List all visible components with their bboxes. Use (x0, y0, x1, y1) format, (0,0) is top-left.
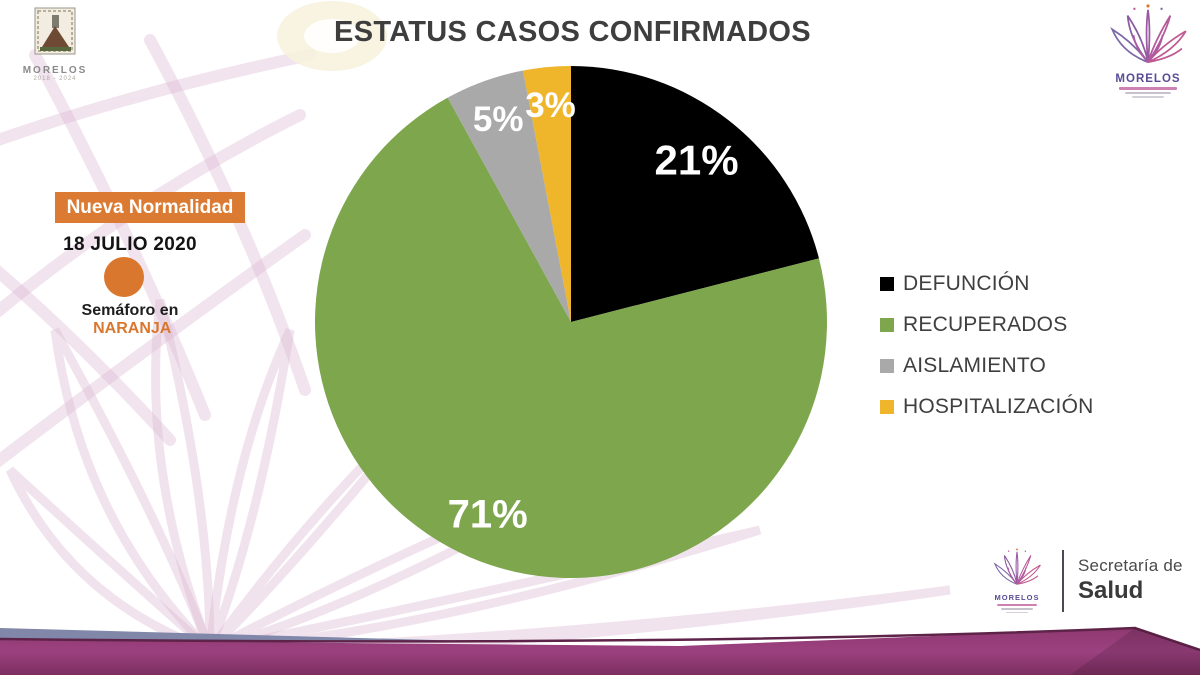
pie-slice-4 (523, 66, 571, 322)
logo-subtext-bar (1125, 92, 1171, 94)
left-logo-title: MORELOS (22, 65, 88, 76)
logo-subtext-bar (1001, 608, 1033, 610)
legend-item: HOSPITALIZACIÓN (880, 395, 1093, 419)
shield-icon (34, 7, 76, 55)
logo-subtext-bar (1132, 96, 1164, 98)
legend-label: HOSPITALIZACIÓN (903, 395, 1094, 418)
pie-slice-3 (447, 70, 571, 323)
pie-slice-2 (315, 97, 827, 579)
legend-item: RECUPERADOS (880, 313, 1093, 337)
legend-label: AISLAMIENTO (903, 354, 1047, 377)
legend-item: AISLAMIENTO (880, 354, 1093, 378)
pie-slice-1 (571, 66, 819, 322)
logo-subtext-bar (1119, 87, 1177, 90)
legend-swatch (880, 359, 894, 373)
legend-label: DEFUNCIÓN (903, 272, 1030, 295)
legend-swatch (880, 277, 894, 291)
secretaria-line1: Secretaría de (1078, 556, 1183, 575)
secretaria-line2: Salud (1078, 577, 1144, 604)
pie-slice-label: 5% (473, 100, 524, 139)
pie-slice-label: 21% (654, 137, 738, 184)
legend-label: RECUPERADOS (903, 313, 1068, 336)
pie-slice-label: 71% (448, 493, 528, 537)
logo-subtext-bar (997, 604, 1037, 606)
legend-item: DEFUNCIÓN (880, 272, 1093, 296)
semaforo-status: Semáforo en NARANJA (38, 302, 222, 338)
footer-lotus-logo: MORELOS (978, 547, 1056, 613)
lotus-icon (994, 547, 1041, 585)
secretaria-salud-mark: MORELOS Secretaría de Salud (978, 547, 1183, 613)
lotus-icon (1111, 3, 1187, 64)
footer-divider (1062, 549, 1064, 612)
pie-chart: 21% 71% 5% 3% (315, 66, 827, 579)
nueva-normalidad-badge: Nueva Normalidad (55, 192, 245, 223)
logo-subtext-bar (1006, 611, 1028, 613)
footer-logo-title: MORELOS (994, 593, 1040, 602)
morelos-shield-logo: MORELOS 2018 - 2024 (20, 6, 90, 82)
page-title: ESTATUS CASOS CONFIRMADOS (334, 16, 811, 48)
legend-swatch (880, 318, 894, 332)
legend-swatch (880, 400, 894, 414)
pie-slice-label: 3% (525, 86, 576, 125)
semaforo-prefix: Semáforo en (81, 302, 179, 319)
report-date: 18 JULIO 2020 (63, 234, 197, 255)
semaforo-indicator-dot (104, 257, 144, 297)
right-logo-title: MORELOS (1115, 73, 1181, 85)
left-logo-years: 2018 - 2024 (33, 76, 77, 82)
semaforo-value: NARANJA (93, 320, 172, 337)
chart-legend: DEFUNCIÓN RECUPERADOS AISLAMIENTO HOSPIT… (880, 272, 1093, 436)
secretaria-text: Secretaría de Salud (1078, 556, 1183, 605)
morelos-lotus-logo: MORELOS (1096, 3, 1200, 98)
